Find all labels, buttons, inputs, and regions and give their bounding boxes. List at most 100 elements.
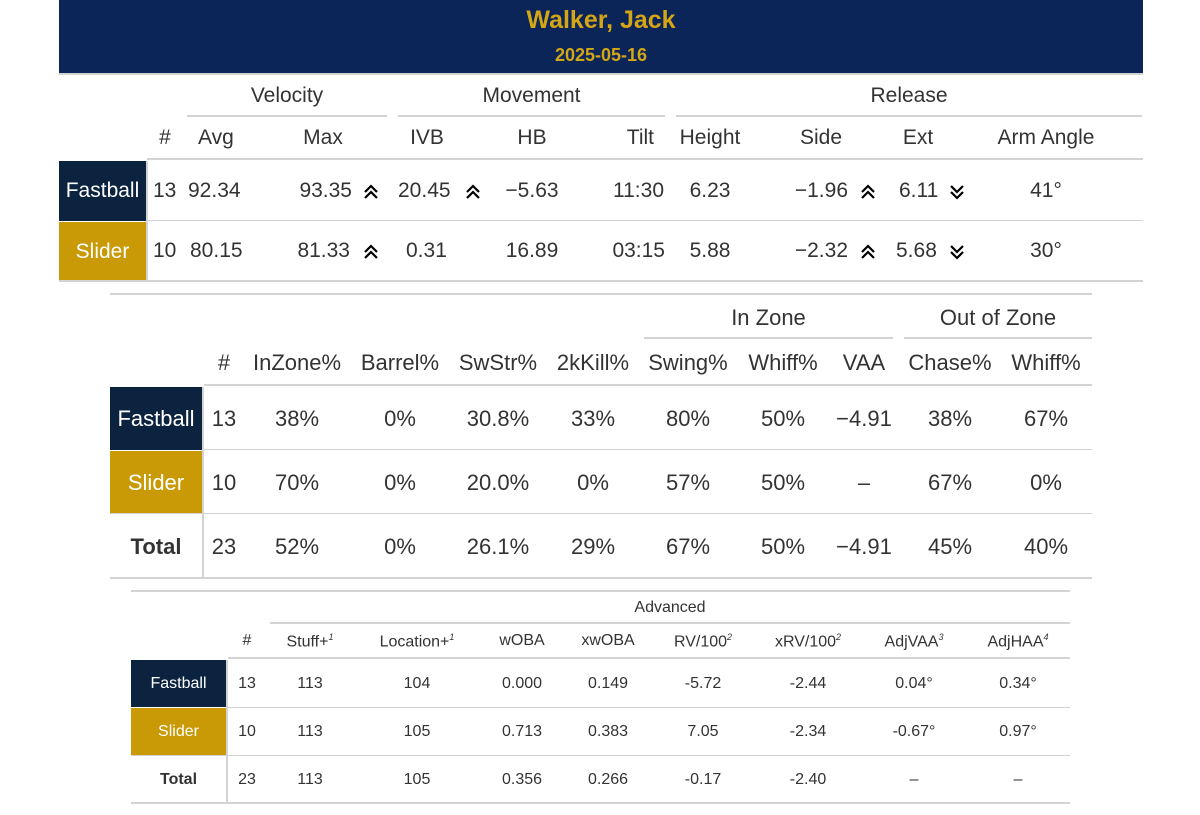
total-adjvaa: – <box>909 771 919 788</box>
fastball-arm-angle: 41° <box>1030 179 1062 202</box>
fastball-inzone: 38% <box>274 406 320 431</box>
slider-count: 10 <box>153 239 177 262</box>
double-chevron-down-icon <box>950 245 964 260</box>
fastball-barrel: 0% <box>384 406 416 431</box>
col-tilt: Tilt <box>626 126 654 149</box>
total-stuff: 113 <box>297 771 323 788</box>
group-out-of-zone: Out of Zone <box>939 305 1057 330</box>
slider-adjvaa: -0.67° <box>892 723 936 740</box>
slider-inzone: 70% <box>274 470 320 495</box>
total-count: 23 <box>211 534 237 559</box>
col-whiff-in: Whiff% <box>748 350 818 375</box>
double-chevron-up-icon <box>861 244 875 259</box>
pitch-label-slider: Slider <box>59 222 146 281</box>
col-adjvaa: AdjVAA3 <box>884 632 944 651</box>
col-max: Max <box>303 126 343 149</box>
fastball-side: −1.96 <box>794 179 848 202</box>
col-count: # <box>242 632 252 649</box>
pitch-label-slider: Slider <box>110 451 202 514</box>
col-location: Location+1 <box>379 632 455 651</box>
total-inzone: 52% <box>274 534 320 559</box>
divider <box>59 73 1143 75</box>
group-release: Release <box>870 84 948 107</box>
fastball-avg: 92.34 <box>188 179 241 202</box>
pitch-label-fastball: Fastball <box>131 660 226 707</box>
fastball-rv: -5.72 <box>684 675 722 692</box>
slider-swing: 57% <box>665 470 711 495</box>
slider-location: 105 <box>403 723 431 740</box>
slider-hb: 16.89 <box>505 239 559 262</box>
pitch-label-slider: Slider <box>131 708 226 755</box>
col-chase: Chase% <box>908 350 992 375</box>
pitch-label-total: Total <box>159 771 198 788</box>
slider-xwoba: 0.383 <box>587 723 629 740</box>
fastball-ivb: 20.45 <box>398 179 451 202</box>
slider-height: 5.88 <box>689 239 731 262</box>
slider-max: 81.33 <box>297 239 350 262</box>
report-header: Walker, Jack 2025-05-16 <box>59 0 1143 73</box>
col-rv100: RV/1002 <box>673 632 733 651</box>
slider-adjhaa: 0.97° <box>999 723 1037 740</box>
fastball-woba: 0.000 <box>501 675 543 692</box>
col-whiff-out: Whiff% <box>1011 350 1081 375</box>
slider-count: 10 <box>238 723 256 740</box>
total-adjhaa: – <box>1013 771 1023 788</box>
slider-xrv: -2.34 <box>789 723 827 740</box>
fastball-count: 13 <box>153 179 177 202</box>
fastball-vaa: −4.91 <box>836 406 892 431</box>
fastball-count: 13 <box>211 406 237 431</box>
col-count: # <box>217 350 231 375</box>
group-movement: Movement <box>482 84 581 107</box>
game-date: 2025-05-16 <box>554 45 648 65</box>
slider-ivb: 0.31 <box>406 239 447 262</box>
slider-chase: 67% <box>927 470 973 495</box>
fastball-location: 104 <box>403 675 431 692</box>
slider-vaa: – <box>857 470 871 495</box>
total-xwoba: 0.266 <box>587 771 629 788</box>
pitch-label-total: Total <box>130 534 182 559</box>
slider-tilt: 03:15 <box>612 239 665 262</box>
fastball-max: 93.35 <box>299 179 352 202</box>
col-woba: wOBA <box>499 632 545 649</box>
total-swstr: 26.1% <box>466 534 530 559</box>
fastball-ext: 6.11 <box>899 179 939 202</box>
total-whiff-out: 40% <box>1023 534 1069 559</box>
double-chevron-up-icon <box>364 184 378 199</box>
slider-woba: 0.713 <box>501 723 543 740</box>
slider-kill2k: 0% <box>577 470 609 495</box>
col-side: Side <box>799 126 843 149</box>
fastball-xrv: -2.44 <box>789 675 827 692</box>
fastball-kill2k: 33% <box>570 406 616 431</box>
col-swing: Swing% <box>648 350 728 375</box>
col-barrel: Barrel% <box>360 350 440 375</box>
double-chevron-up-icon <box>364 244 378 259</box>
col-ext: Ext <box>902 126 934 149</box>
fastball-tilt: 11:30 <box>613 179 664 202</box>
double-chevron-up-icon <box>466 184 480 199</box>
total-location: 105 <box>403 771 431 788</box>
col-ivb: IVB <box>410 126 444 149</box>
pitcher-name: Walker, Jack <box>526 6 676 34</box>
double-chevron-down-icon <box>950 185 964 200</box>
col-xwoba: xwOBA <box>581 632 635 649</box>
slider-rv: 7.05 <box>687 723 719 740</box>
col-adjhaa: AdjHAA4 <box>987 632 1049 651</box>
slider-side: −2.32 <box>794 239 848 262</box>
total-swing: 67% <box>665 534 711 559</box>
total-xrv: -2.40 <box>789 771 827 788</box>
group-advanced: Advanced <box>634 599 706 616</box>
slider-count: 10 <box>211 470 237 495</box>
slider-stuff: 113 <box>297 723 323 740</box>
slider-swstr: 20.0% <box>466 470 530 495</box>
col-hb: HB <box>517 126 547 149</box>
total-whiff-in: 50% <box>760 534 806 559</box>
pitch-label-fastball: Fastball <box>110 387 202 450</box>
total-vaa: −4.91 <box>836 534 892 559</box>
total-rv: -0.17 <box>684 771 722 788</box>
pitch-label-fastball: Fastball <box>59 161 146 221</box>
fastball-whiff-out: 67% <box>1023 406 1069 431</box>
slider-barrel: 0% <box>384 470 416 495</box>
total-woba: 0.356 <box>501 771 543 788</box>
total-chase: 45% <box>927 534 973 559</box>
total-barrel: 0% <box>384 534 416 559</box>
